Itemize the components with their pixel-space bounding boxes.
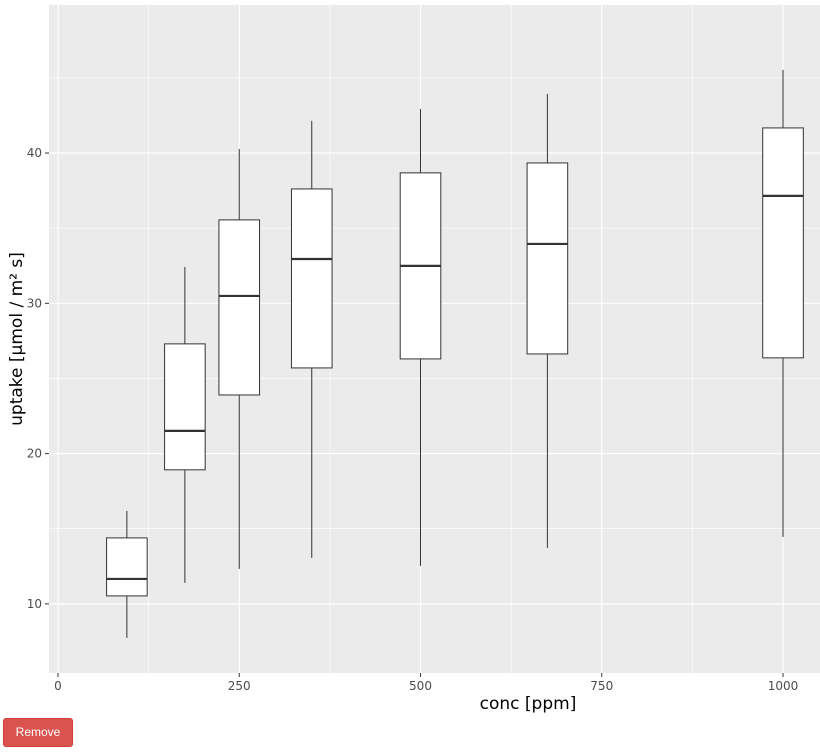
y-tick-label: 30 (27, 296, 42, 310)
y-tick-label: 40 (27, 146, 42, 160)
boxes (106, 69, 804, 638)
axes: 0 250 500 750 1000 10 20 30 40 (27, 146, 799, 693)
box-iqr (762, 127, 804, 359)
x-axis-label: conc [ppm] (480, 694, 577, 714)
y-axis-label: uptake [µmol / m² s] (7, 252, 27, 426)
box-iqr (290, 188, 333, 369)
x-tick-label: 500 (409, 679, 432, 693)
box-1000 (762, 69, 804, 537)
x-tick-label: 1000 (768, 679, 799, 693)
x-tick-label: 250 (228, 679, 251, 693)
remove-button[interactable]: Remove (3, 718, 73, 747)
box-175 (164, 266, 206, 583)
x-tick-label: 750 (590, 679, 613, 693)
box-500 (399, 108, 442, 566)
box-250 (218, 148, 261, 569)
x-tick-label: 0 (54, 679, 62, 693)
box-95 (106, 510, 148, 638)
y-tick-label: 10 (27, 597, 42, 611)
box-iqr (106, 537, 148, 597)
box-iqr (164, 343, 206, 471)
box-iqr (526, 162, 569, 355)
box-iqr (218, 219, 261, 396)
box-350 (290, 120, 333, 558)
y-tick-label: 20 (27, 447, 42, 461)
box-675 (526, 93, 569, 548)
